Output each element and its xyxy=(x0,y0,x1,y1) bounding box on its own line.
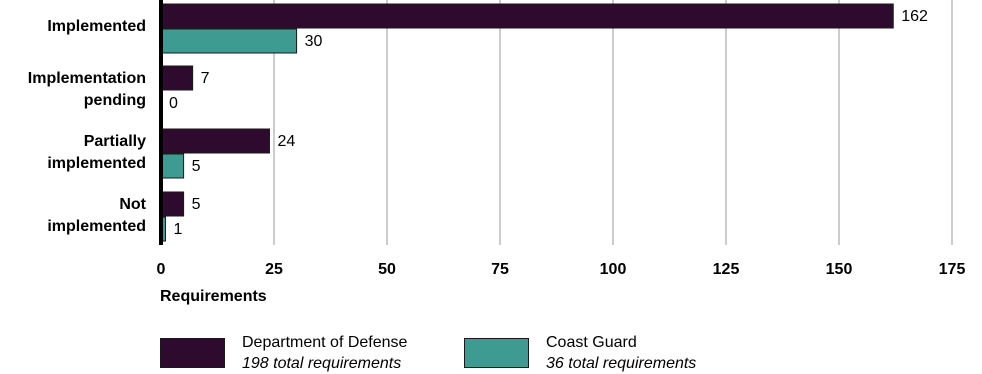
category-label-line: Implementation xyxy=(27,70,146,87)
x-tick-label: 125 xyxy=(713,261,740,278)
x-axis-title: Requirements xyxy=(160,288,267,305)
x-tick-label: 0 xyxy=(157,261,166,278)
bar xyxy=(160,128,270,154)
bar xyxy=(160,3,894,29)
x-tick-label: 175 xyxy=(939,261,966,278)
x-tick-label: 100 xyxy=(600,261,627,278)
x-tick-label: 50 xyxy=(378,261,396,278)
category-label-line: Not xyxy=(119,196,146,213)
category-label: Implementation pending xyxy=(0,68,146,112)
x-tick-label: 75 xyxy=(491,261,509,278)
category-label: Partially implemented xyxy=(0,131,146,175)
bar-value-label: 30 xyxy=(305,33,323,50)
bar-value-label: 5 xyxy=(192,196,201,213)
legend-label-dod: Department of Defense xyxy=(242,334,408,351)
bar-value-label: 162 xyxy=(901,8,928,25)
bar-value-label: 7 xyxy=(201,70,210,87)
category-label-line: Implemented xyxy=(47,18,146,35)
bar-value-label: 24 xyxy=(277,133,295,150)
bar-value-label: 1 xyxy=(174,221,183,238)
category-label: Not implemented xyxy=(0,194,146,238)
category-label-line: implemented xyxy=(47,155,146,172)
category-label-line: Partially xyxy=(83,133,146,150)
bar xyxy=(160,191,185,217)
legend-swatch-dod xyxy=(160,338,225,368)
bar xyxy=(160,153,185,179)
x-tick-label: 150 xyxy=(826,261,853,278)
bar-value-label: 0 xyxy=(169,95,178,112)
legend-label-coast-guard: Coast Guard xyxy=(546,334,637,351)
legend-note-coast-guard: 36 total requirements xyxy=(546,355,697,372)
x-tick-label: 25 xyxy=(265,261,283,278)
category-label: Implemented xyxy=(0,16,146,38)
bar xyxy=(160,28,298,54)
legend-swatch-coast-guard xyxy=(464,338,529,368)
category-label-line: pending xyxy=(83,92,146,109)
bar-value-label: 5 xyxy=(192,158,201,175)
category-label-line: implemented xyxy=(47,218,146,235)
bar xyxy=(160,65,194,91)
legend-note-dod: 198 total requirements xyxy=(242,355,402,372)
